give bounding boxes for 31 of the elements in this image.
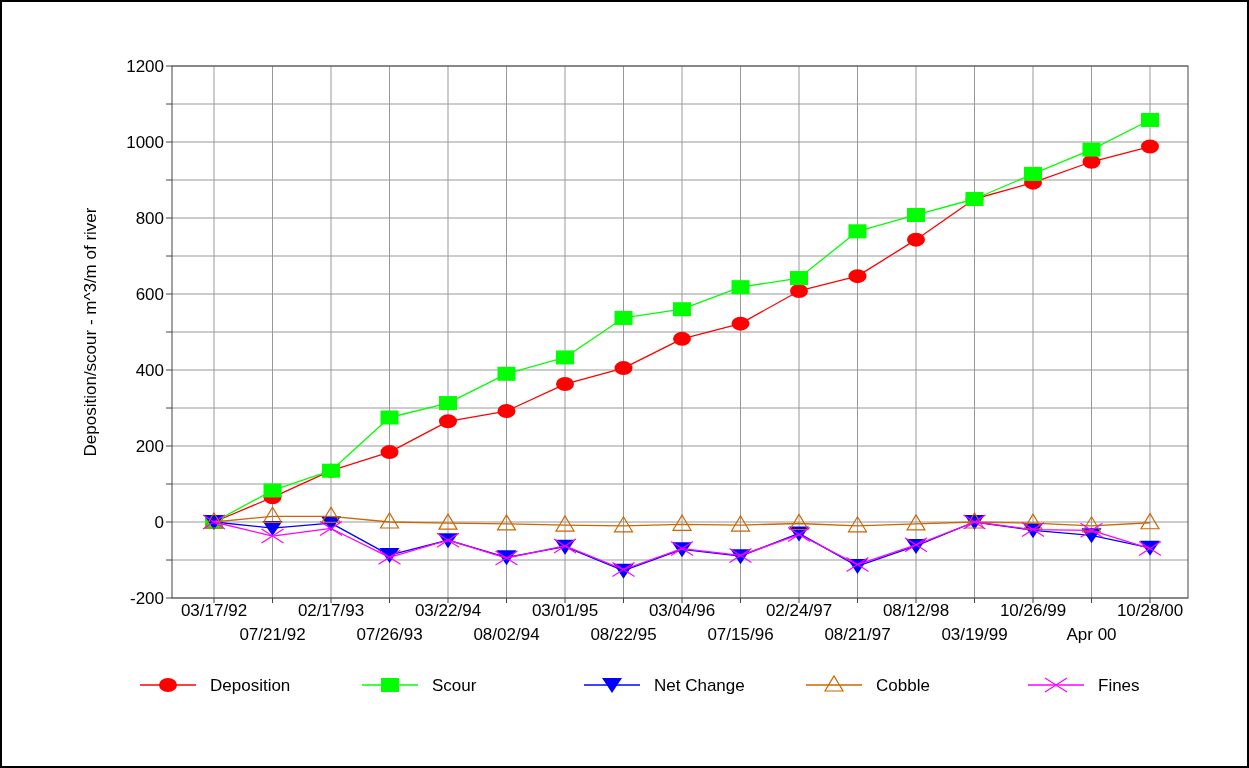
x-tick-label: 07/21/92 (239, 625, 306, 644)
x-tick-label: 08/21/97 (824, 625, 891, 644)
legend-label: Fines (1098, 675, 1140, 695)
legend-label: Net Change (654, 675, 745, 695)
y-tick-label: 1200 (126, 56, 164, 76)
x-tick-label: Apr 00 (1066, 625, 1117, 644)
x-tick-label: 08/22/95 (590, 625, 657, 644)
x-tick-label: 10/26/99 (999, 601, 1067, 620)
y-axis-title: Deposition/scour - m^3/m of river (81, 207, 100, 457)
x-tick-label: 08/02/94 (473, 625, 540, 644)
x-tick-label: 07/26/93 (356, 625, 423, 644)
x-tick-label: 03/22/94 (414, 601, 482, 620)
y-tick-label: -200 (129, 588, 164, 608)
y-tick-label: 400 (135, 360, 164, 380)
x-tick-label: 07/15/96 (707, 625, 774, 644)
x-tick-label: 02/24/97 (765, 601, 833, 620)
legend-label: Deposition (210, 675, 291, 695)
y-tick-label: 0 (154, 512, 164, 532)
x-tick-label: 03/17/92 (180, 601, 248, 620)
x-tick-label: 03/04/96 (648, 601, 716, 620)
x-tick-label: 08/12/98 (882, 601, 950, 620)
y-tick-label: 200 (135, 436, 164, 456)
x-tick-label: 03/19/99 (941, 625, 1008, 644)
legend-label: Scour (432, 675, 477, 695)
x-tick-label: 03/01/95 (531, 601, 599, 620)
x-tick-label: 02/17/93 (297, 601, 365, 620)
y-tick-label: 1000 (126, 132, 164, 152)
legend-label: Cobble (876, 675, 930, 695)
x-tick-label: 10/28/00 (1116, 601, 1184, 620)
y-tick-label: 800 (135, 208, 164, 228)
y-tick-label: 600 (135, 284, 164, 304)
